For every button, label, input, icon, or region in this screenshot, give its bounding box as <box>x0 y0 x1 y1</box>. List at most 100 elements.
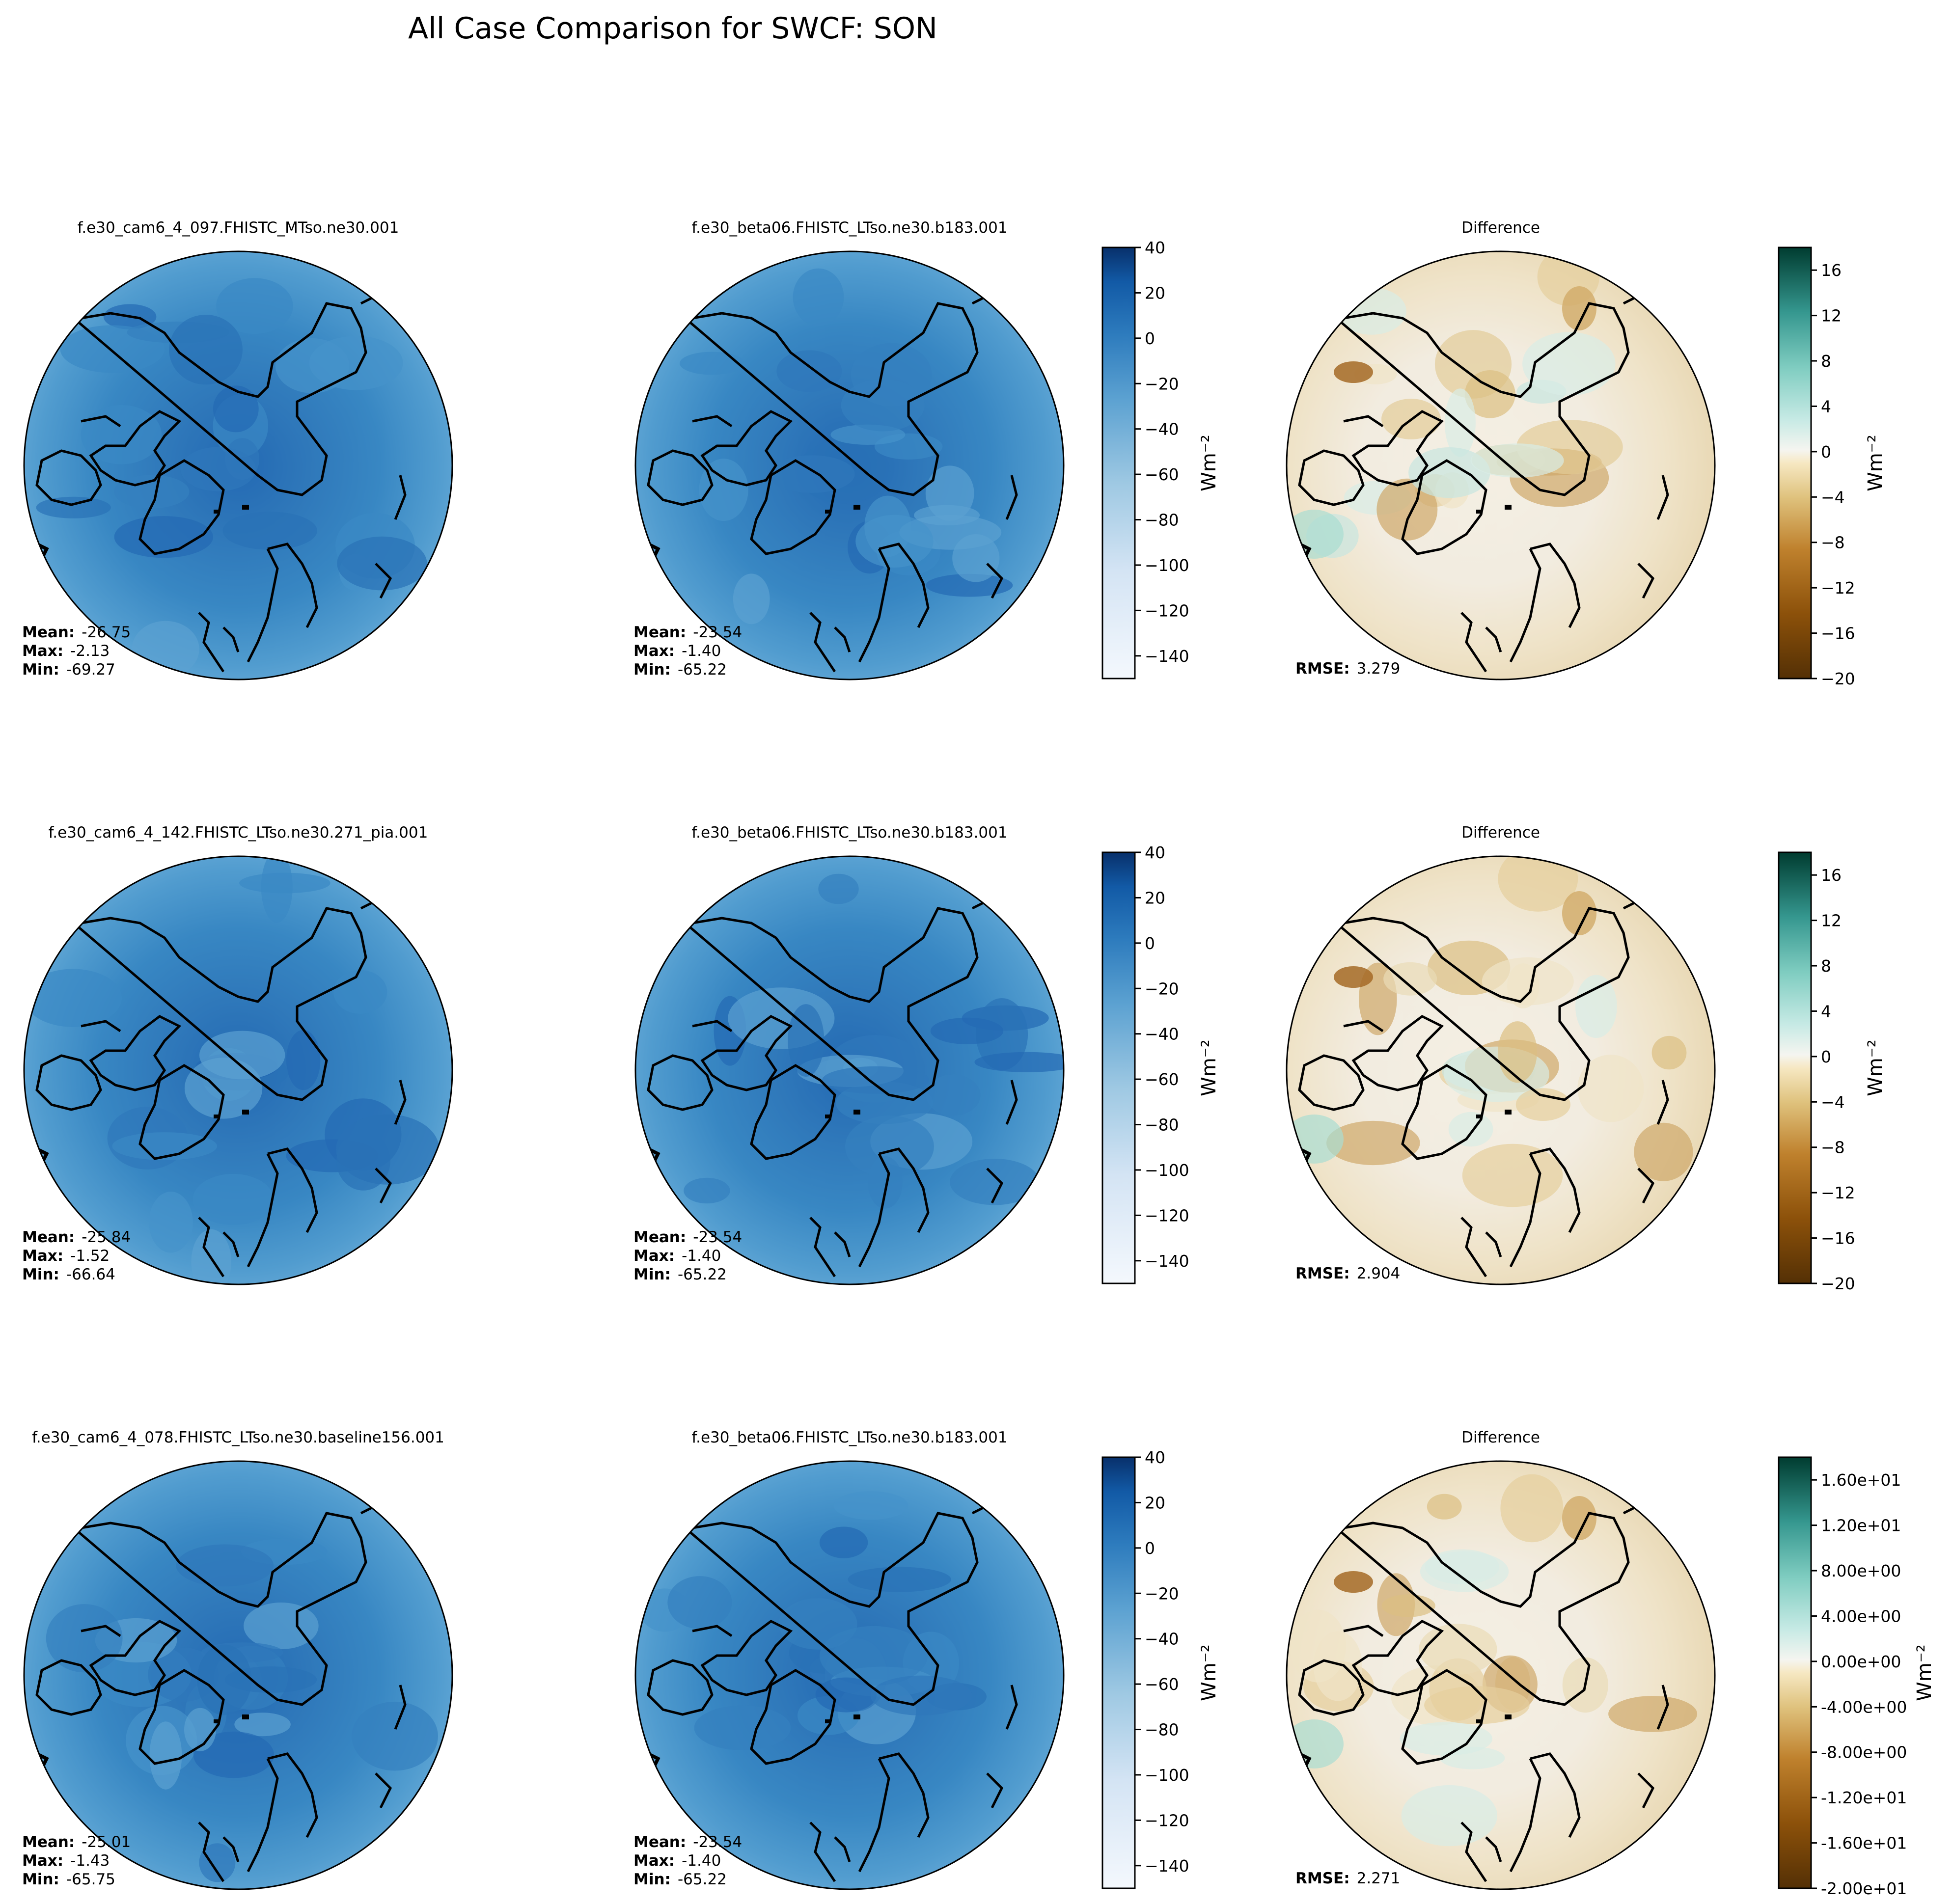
colorbar-tick-label: −20 <box>1145 979 1179 998</box>
stat-line: Max: -1.52 <box>22 1247 110 1265</box>
colorbar-tick-label: −100 <box>1145 1766 1189 1785</box>
polar-map <box>23 250 453 680</box>
polar-map <box>1286 250 1716 680</box>
colorbar-tick-label: −4 <box>1821 1092 1845 1112</box>
colorbar-difference: 16 12 8 4 0 −4 −8 −12 −16 −20 Wm⁻² <box>1778 851 1887 1293</box>
stat-line: Mean: -23.54 <box>633 624 742 641</box>
figure-title: All Case Comparison for SWCF: SON <box>408 11 937 46</box>
panel-difference-row2: Difference RMSE: 2.904 <box>1286 824 1716 1285</box>
colorbar-tick-label: −120 <box>1145 1811 1189 1830</box>
colorbar-tick-label: −12 <box>1821 1183 1855 1202</box>
colorbar-tick-label: −16 <box>1821 1229 1855 1248</box>
stat-line: Max: -1.43 <box>22 1852 110 1870</box>
colorbar-tick-label: -8.00e+00 <box>1821 1743 1907 1762</box>
colorbar-tick-label: -1.60e+01 <box>1821 1834 1907 1853</box>
colorbar-tick-label: −140 <box>1145 647 1189 666</box>
polar-map <box>634 1460 1065 1890</box>
colorbar-tick-label: 12 <box>1821 911 1842 930</box>
colorbar-label: Wm⁻² <box>1198 435 1220 491</box>
map-boundary <box>634 250 1065 680</box>
panel-title: f.e30_beta06.FHISTC_LTso.ne30.b183.001 <box>691 219 1007 237</box>
colorbar-tick-label: 0.00e+00 <box>1821 1652 1901 1671</box>
panel-baseline-row2: f.e30_beta06.FHISTC_LTso.ne30.b183.001 Me… <box>633 824 1065 1285</box>
colorbar-tick-label: 0 <box>1145 1539 1155 1558</box>
stat-line: Mean: -23.54 <box>633 1228 742 1246</box>
panel-baseline-row1: f.e30_beta06.FHISTC_LTso.ne30.b183.001 Me… <box>633 219 1065 680</box>
map-boundary <box>23 855 453 1285</box>
colorbar-baseline: 40 20 0 −20 −40 −60 −80 −100 −120 −140 Wm⁻² <box>1101 1448 1220 1889</box>
stat-line: Max: -1.40 <box>633 642 721 660</box>
stat-line: Min: -65.22 <box>633 661 727 679</box>
panel-title: f.e30_cam6_4_142.FHISTC_LTso.ne30.271_pi… <box>49 824 428 842</box>
stat-line: Min: -65.75 <box>22 1871 115 1888</box>
colorbar-tick-label: 1.20e+01 <box>1821 1516 1901 1535</box>
colorbar-tick-label: −140 <box>1145 1251 1189 1271</box>
colorbar-tick-label: 4 <box>1821 397 1831 416</box>
colorbar-tick-label: 40 <box>1145 238 1165 257</box>
colorbar-tick-label: −20 <box>1145 374 1179 393</box>
colorbar-tick-label: 8 <box>1821 352 1831 371</box>
colorbar-tick-label: −100 <box>1145 556 1189 575</box>
panel-title: f.e30_cam6_4_078.FHISTC_LTso.ne30.baseli… <box>32 1429 444 1446</box>
colorbar-tick-label: 1.60e+01 <box>1821 1470 1901 1490</box>
panel-title: Difference <box>1461 219 1540 237</box>
stat-line: Max: -2.13 <box>22 642 110 660</box>
colorbar-tick-label: 40 <box>1145 843 1165 862</box>
polar-map <box>634 250 1065 680</box>
colorbar-tick-label: 0 <box>1821 442 1831 462</box>
colorbar-tick-label: −20 <box>1821 669 1855 688</box>
colorbar-tick-label: −80 <box>1145 511 1179 530</box>
map-boundary <box>23 1460 453 1890</box>
colorbar-tick-label: 20 <box>1145 1493 1165 1512</box>
stat-line: Min: -65.22 <box>633 1266 727 1283</box>
colorbar-tick-label: −20 <box>1145 1584 1179 1603</box>
colorbar-tick-label: 0 <box>1821 1047 1831 1066</box>
stat-line: Max: -1.40 <box>633 1852 721 1870</box>
colorbar-label: Wm⁻² <box>1198 1644 1220 1701</box>
colorbar-tick-label: −120 <box>1145 1206 1189 1225</box>
stat-line: RMSE: 3.279 <box>1295 660 1400 678</box>
polar-map <box>23 855 453 1285</box>
colorbar-tick-label: −20 <box>1821 1274 1855 1293</box>
colorbar-tick-label: −80 <box>1145 1115 1179 1135</box>
map-boundary <box>1286 1460 1716 1890</box>
colorbar-difference: 16 12 8 4 0 −4 −8 −12 −16 −20 Wm⁻² <box>1778 246 1887 688</box>
colorbar-tick-label: −120 <box>1145 601 1189 620</box>
colorbar-tick-label: −12 <box>1821 578 1855 598</box>
stat-line: Min: -69.27 <box>22 661 115 679</box>
polar-map <box>634 855 1065 1285</box>
colorbar-tick-label: −4 <box>1821 488 1845 507</box>
colorbar-tick-label: 4 <box>1821 1002 1831 1021</box>
colorbar-baseline: 40 20 0 −20 −40 −60 −80 −100 −120 −140 Wm⁻² <box>1101 238 1220 680</box>
stat-line: Max: -1.40 <box>633 1247 721 1265</box>
colorbar-label: Wm⁻² <box>1864 1039 1887 1096</box>
colorbar-tick-label: 0 <box>1145 934 1155 953</box>
stat-line: Min: -65.22 <box>633 1871 727 1888</box>
panel-baseline-row3: f.e30_beta06.FHISTC_LTso.ne30.b183.001 Me… <box>633 1429 1065 1890</box>
panel-difference-row3: Difference RMSE: 2.271 <box>1286 1429 1716 1890</box>
colorbar-label: Wm⁻² <box>1913 1644 1936 1701</box>
panel-test-row1: f.e30_cam6_4_097.FHISTC_MTso.ne30.001 Mea… <box>22 219 453 680</box>
stat-line: Min: -66.64 <box>22 1266 115 1283</box>
panels: f.e30_cam6_4_097.FHISTC_MTso.ne30.001 Mea… <box>22 219 1936 1898</box>
colorbar-tick-label: 0 <box>1145 329 1155 348</box>
panel-title: Difference <box>1461 1429 1540 1446</box>
colorbar-tick-label: 16 <box>1821 261 1842 280</box>
panel-title: Difference <box>1461 824 1540 842</box>
panel-title: f.e30_beta06.FHISTC_LTso.ne30.b183.001 <box>691 1429 1007 1446</box>
colorbar-tick-label: −40 <box>1145 1025 1179 1044</box>
map-boundary <box>634 855 1065 1285</box>
colorbar-tick-label: 16 <box>1821 866 1842 885</box>
colorbar-difference: 1.60e+01 1.20e+01 8.00e+00 4.00e+00 0.00e+00… <box>1778 1456 1936 1898</box>
polar-map <box>1286 855 1716 1285</box>
panel-title: f.e30_beta06.FHISTC_LTso.ne30.b183.001 <box>691 824 1007 842</box>
colorbar-tick-label: −40 <box>1145 1630 1179 1649</box>
colorbar-tick-label: −8 <box>1821 533 1845 552</box>
stat-line: RMSE: 2.904 <box>1295 1265 1400 1282</box>
colorbar-tick-label: −100 <box>1145 1161 1189 1180</box>
colorbar-label: Wm⁻² <box>1198 1039 1220 1096</box>
colorbar-tick-label: −60 <box>1145 1675 1179 1694</box>
colorbar-tick-label: −16 <box>1821 624 1855 643</box>
panel-title: f.e30_cam6_4_097.FHISTC_MTso.ne30.001 <box>78 219 399 237</box>
